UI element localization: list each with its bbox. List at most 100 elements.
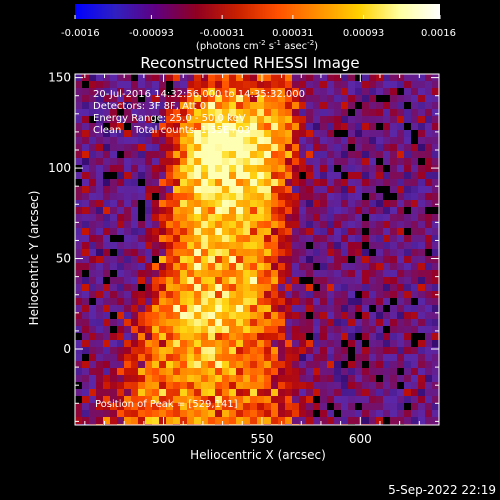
- heatmap-cell: [201, 326, 209, 334]
- heatmap-cell: [124, 340, 132, 348]
- heatmap-cell: [194, 116, 202, 124]
- heatmap-cell: [250, 347, 258, 355]
- heatmap-cell: [369, 81, 377, 89]
- heatmap-cell: [75, 137, 83, 145]
- heatmap-cell: [194, 200, 202, 208]
- heatmap-cell: [411, 382, 419, 390]
- heatmap-cell: [292, 354, 300, 362]
- heatmap-cell: [355, 158, 363, 166]
- heatmap-cell: [208, 81, 216, 89]
- heatmap-cell: [131, 389, 139, 397]
- heatmap-cell: [208, 389, 216, 397]
- heatmap-cell: [257, 102, 265, 110]
- heatmap-cell: [166, 417, 174, 425]
- heatmap-cell: [173, 186, 181, 194]
- heatmap-cell: [110, 270, 118, 278]
- heatmap-cell: [152, 312, 160, 320]
- heatmap-cell: [236, 130, 244, 138]
- heatmap-cell: [306, 375, 314, 383]
- heatmap-cell: [313, 200, 321, 208]
- colorbar-tick-label: 0.0016: [421, 28, 456, 39]
- heatmap-cell: [75, 417, 83, 425]
- heatmap-cell: [110, 179, 118, 187]
- heatmap-cell: [306, 151, 314, 159]
- heatmap-cell: [306, 340, 314, 348]
- heatmap-cell: [411, 151, 419, 159]
- heatmap-cell: [292, 137, 300, 145]
- heatmap-cell: [117, 326, 125, 334]
- colorbar-tick-label: -0.0016: [61, 28, 100, 39]
- heatmap-cell: [327, 123, 335, 131]
- colorbar: [75, 4, 440, 19]
- heatmap-cell: [215, 305, 223, 313]
- heatmap-cell: [390, 200, 398, 208]
- heatmap-cell: [187, 116, 195, 124]
- heatmap-cell: [117, 417, 125, 425]
- heatmap-cell: [369, 242, 377, 250]
- heatmap-cell: [320, 382, 328, 390]
- heatmap-cell: [180, 109, 188, 117]
- heatmap-cell: [131, 137, 139, 145]
- x-tick-label: 550: [250, 432, 273, 446]
- heatmap-cell: [355, 207, 363, 215]
- heatmap-cell: [201, 221, 209, 229]
- heatmap-cell: [299, 298, 307, 306]
- heatmap-cell: [257, 214, 265, 222]
- heatmap-cell: [278, 340, 286, 348]
- heatmap-cell: [75, 242, 83, 250]
- heatmap-cell: [89, 403, 97, 411]
- heatmap-cell: [145, 403, 153, 411]
- heatmap-cell: [264, 298, 272, 306]
- heatmap-cell: [432, 249, 439, 257]
- heatmap-cell: [215, 333, 223, 341]
- heatmap-cell: [222, 193, 230, 201]
- heatmap-cell: [110, 403, 118, 411]
- heatmap-cell: [243, 95, 251, 103]
- heatmap-cell: [103, 333, 111, 341]
- heatmap-cell: [138, 130, 146, 138]
- heatmap-cell: [257, 319, 265, 327]
- heatmap-cell: [362, 277, 370, 285]
- heatmap-cell: [82, 396, 90, 404]
- heatmap-cell: [355, 347, 363, 355]
- heatmap-cell: [96, 249, 104, 257]
- heatmap-cell: [208, 361, 216, 369]
- heatmap-cell: [362, 354, 370, 362]
- heatmap-cell: [390, 277, 398, 285]
- heatmap-cell: [369, 403, 377, 411]
- heatmap-cell: [166, 88, 174, 96]
- heatmap-cell: [278, 249, 286, 257]
- heatmap-cell: [222, 249, 230, 257]
- heatmap-cell: [369, 256, 377, 264]
- heatmap-cell: [250, 207, 258, 215]
- heatmap-cell: [180, 172, 188, 180]
- heatmap-cell: [292, 158, 300, 166]
- heatmap-cell: [390, 95, 398, 103]
- heatmap-cell: [425, 242, 433, 250]
- heatmap-cell: [397, 221, 405, 229]
- heatmap-cell: [425, 270, 433, 278]
- heatmap-cell: [138, 305, 146, 313]
- heatmap-cell: [264, 396, 272, 404]
- y-tick-label: 0: [63, 342, 71, 356]
- heatmap-cell: [390, 193, 398, 201]
- heatmap-cell: [194, 123, 202, 131]
- heatmap-cell: [355, 144, 363, 152]
- heatmap-cell: [257, 249, 265, 257]
- heatmap-cell: [355, 179, 363, 187]
- heatmap-cell: [103, 144, 111, 152]
- heatmap-cell: [243, 256, 251, 264]
- heatmap-cell: [334, 305, 342, 313]
- heatmap-cell: [313, 361, 321, 369]
- heatmap-cell: [110, 81, 118, 89]
- heatmap-cell: [152, 74, 160, 82]
- heatmap-cell: [334, 277, 342, 285]
- heatmap-cell: [89, 389, 97, 397]
- heatmap-cell: [124, 249, 132, 257]
- heatmap-cell: [201, 277, 209, 285]
- heatmap-cell: [243, 144, 251, 152]
- heatmap-cell: [376, 200, 384, 208]
- heatmap-cell: [250, 151, 258, 159]
- heatmap-cell: [432, 207, 439, 215]
- heatmap-cell: [397, 158, 405, 166]
